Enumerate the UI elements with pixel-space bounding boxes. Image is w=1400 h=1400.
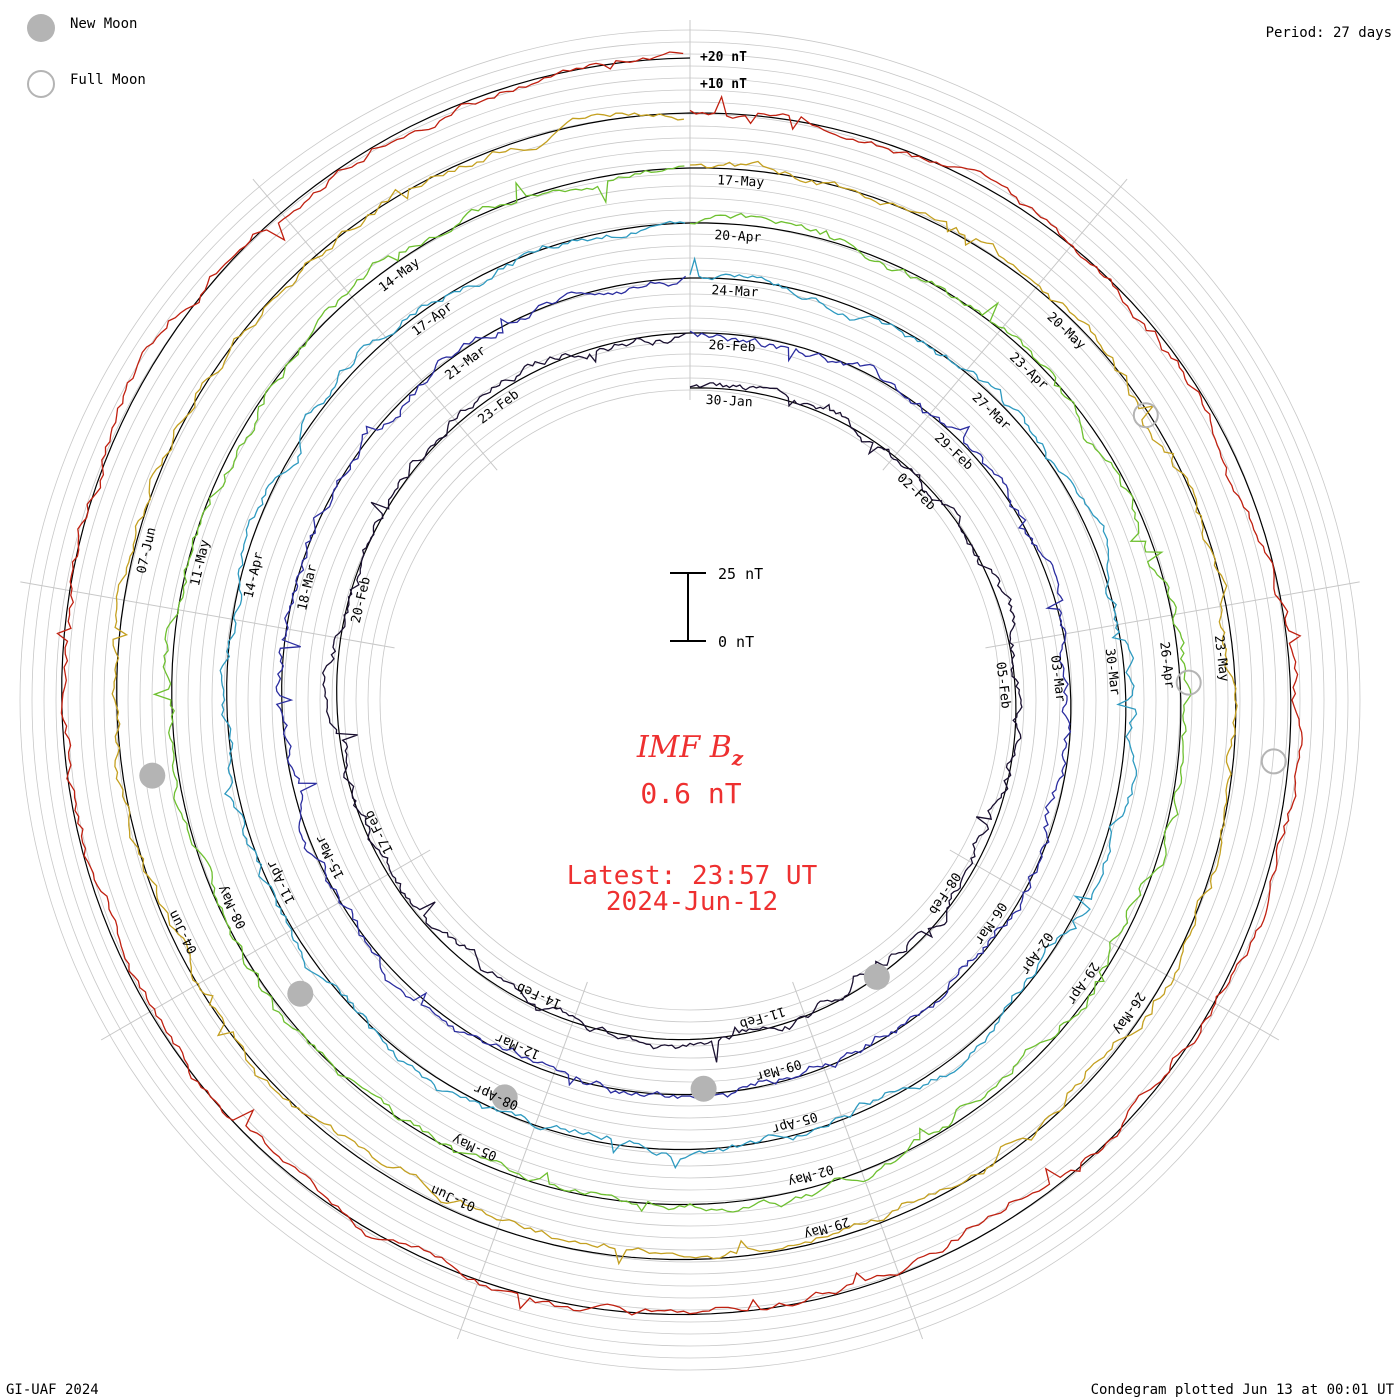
date-label: 24-Mar — [711, 283, 759, 300]
date-label: 26-Apr — [1156, 641, 1177, 690]
series-line-5 — [111, 112, 1238, 1266]
period-label: Period: 27 days — [1266, 25, 1392, 41]
grid-ring — [343, 353, 1037, 1047]
date-label: 26-Feb — [708, 338, 756, 355]
full-moon-marker — [1132, 402, 1159, 429]
new-moon-marker — [139, 762, 166, 789]
current-value: 0.6 nT — [640, 777, 741, 810]
date-label: 30-Jan — [705, 393, 753, 410]
scale-bar-bottom-label: 0 nT — [718, 633, 754, 651]
scale-bar-top-label: 25 nT — [718, 565, 763, 583]
date-label: 29-Feb — [931, 430, 976, 473]
date-label: 12-Mar — [493, 1030, 542, 1062]
chart-title-main: IMF B — [636, 730, 732, 765]
grid-radial-line — [882, 178, 1128, 471]
new-moon-icon — [27, 14, 55, 42]
grid-ring — [307, 317, 1073, 1083]
chart-title-subscript: z — [731, 746, 744, 770]
legend-new-moon-label: New Moon — [70, 16, 137, 32]
series-line-2 — [275, 275, 1072, 1100]
date-label: 08-Apr — [472, 1080, 521, 1112]
date-label: 27-Mar — [969, 390, 1014, 433]
grid-ring — [295, 305, 1085, 1095]
credit-label: GI-UAF 2024 — [6, 1382, 99, 1398]
date-label: 01-Jun — [429, 1181, 478, 1213]
full-moon-icon — [27, 70, 55, 98]
grid-radial-line — [456, 981, 588, 1340]
series-line-4 — [152, 165, 1192, 1213]
ref-level-10: +10 nT — [700, 77, 747, 92]
series-line-1 — [321, 332, 1023, 1063]
legend: New Moon Full Moon — [27, 14, 146, 98]
date-label: 20-Apr — [714, 228, 762, 245]
date-label: 14-Apr — [242, 551, 267, 600]
grid-ring — [283, 293, 1097, 1107]
scale-bar: 25 nT 0 nT — [670, 565, 763, 651]
series-line-6 — [56, 51, 1303, 1316]
new-moon-marker — [690, 1075, 717, 1102]
grid-radial-line — [949, 849, 1280, 1041]
new-moon-marker — [863, 963, 890, 990]
grid-radial-line — [792, 981, 924, 1340]
legend-full-moon-label: Full Moon — [70, 72, 146, 88]
date-label: 08-Feb — [925, 869, 963, 917]
date-label: 17-May — [717, 173, 765, 190]
grid-radial-line — [100, 849, 431, 1041]
grid-ring — [355, 365, 1025, 1035]
moon-layer — [139, 402, 1287, 1111]
date-label: 14-Feb — [515, 979, 564, 1011]
latest-time: Latest: 23:57 UT — [567, 861, 818, 891]
date-label: 17-Feb — [362, 807, 397, 856]
grid-radial-line — [985, 581, 1360, 649]
date-label: 11-May — [188, 538, 213, 587]
date-label: 30-Mar — [1102, 648, 1123, 697]
grid-layer — [19, 20, 1361, 1371]
spiral-baseline — [61, 57, 1292, 1316]
chart-title: IMF Bz — [636, 730, 744, 770]
date-label: 23-May — [1211, 634, 1232, 683]
date-label: 05-Apr — [770, 1108, 819, 1136]
plotted-label: Condegram plotted Jun 13 at 00:01 UT — [1091, 1382, 1395, 1398]
date-label: 11-Apr — [264, 857, 299, 906]
date-label: 05-Feb — [992, 661, 1013, 710]
series-layer — [56, 51, 1303, 1316]
grid-radial-line — [252, 178, 498, 471]
full-moon-marker — [1175, 669, 1202, 696]
grid-radial-line — [20, 581, 395, 649]
new-moon-marker — [287, 980, 314, 1007]
date-label: 15-Mar — [313, 832, 348, 881]
date-label: 03-Mar — [1047, 654, 1068, 703]
date-label: 23-Apr — [1006, 350, 1051, 393]
series-line-3 — [219, 220, 1138, 1170]
date-label: 02-Feb — [894, 471, 939, 514]
date-label: 17-Apr — [409, 299, 456, 339]
full-moon-marker — [1260, 748, 1287, 775]
date-label: 23-Feb — [476, 387, 523, 427]
date-label: 18-Mar — [295, 563, 320, 612]
latest-date: 2024-Jun-12 — [606, 887, 778, 917]
ref-level-20: +20 nT — [700, 50, 747, 65]
date-label: 20-Feb — [349, 575, 374, 624]
baseline-layer — [61, 57, 1292, 1316]
new-moon-marker — [491, 1084, 518, 1111]
date-label: 21-Mar — [442, 343, 489, 383]
